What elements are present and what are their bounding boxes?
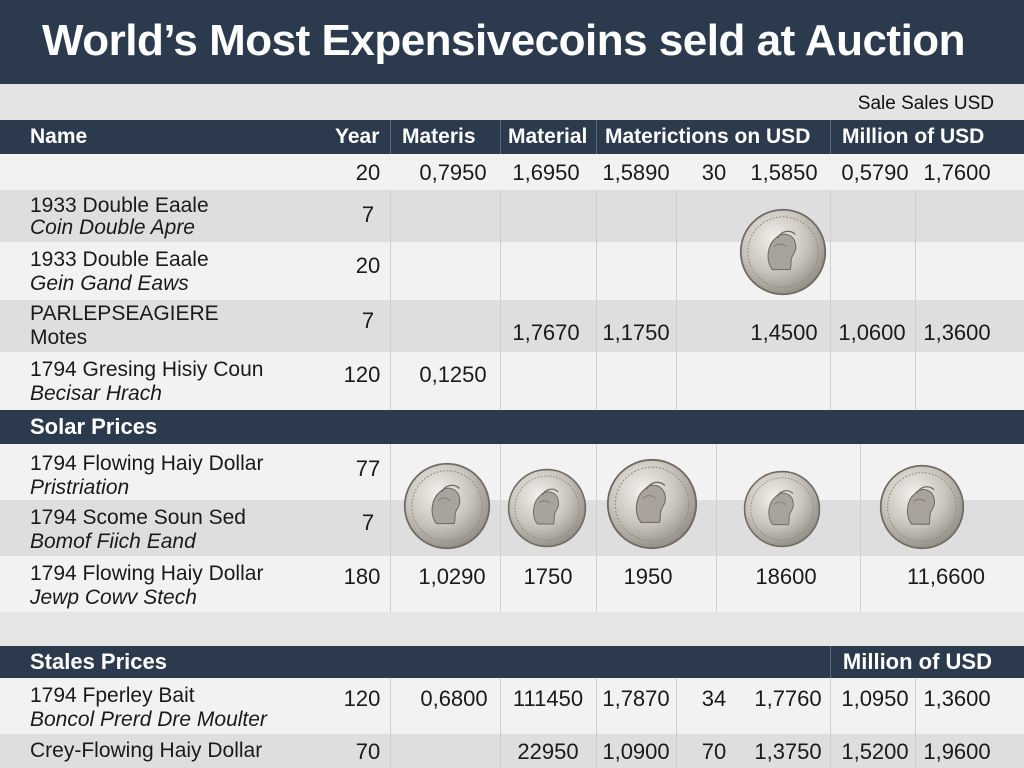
coin-name: 1794 Fperley Bait xyxy=(30,684,195,707)
col-million: Million of USD xyxy=(842,125,985,148)
cell: 11,6600 xyxy=(907,564,985,589)
section-label: Stales Prices xyxy=(30,649,167,674)
row-year: 120 xyxy=(343,362,381,387)
cell: 30 xyxy=(701,160,727,185)
coin-sub: Jewp Cowv Stech xyxy=(30,586,197,609)
cell: 1,3600 xyxy=(923,686,991,711)
cell: 18600 xyxy=(755,564,817,589)
cell: 1,5890 xyxy=(602,160,670,185)
cell: 1,6950 xyxy=(512,160,580,185)
coin-icon xyxy=(879,464,965,550)
coin-name: 1794 Flowing Haiy Dollar xyxy=(30,452,264,475)
title-bar: World’s Most Expensivecoins seld at Auct… xyxy=(0,0,1024,84)
cell: 1,5200 xyxy=(841,739,909,764)
table-row: 1794 Gresing Hisiy Coun Becisar Hrach 12… xyxy=(0,352,1024,410)
coin-icon xyxy=(507,468,587,548)
coin-icon xyxy=(606,458,698,550)
col-year: Year xyxy=(335,125,380,148)
cell: 1,9600 xyxy=(923,739,991,764)
coin-name: PARLEPSEAGIERE xyxy=(30,302,219,325)
spacer-row xyxy=(0,612,1024,646)
table-row: 1933 Double Eaale Coin Double Apre 7 xyxy=(0,190,1024,242)
col-matericti: Matericti­ons on USD xyxy=(605,125,811,148)
row-year: 7 xyxy=(361,308,375,333)
row-year: 180 xyxy=(343,564,381,589)
cell: 1,0900 xyxy=(602,739,670,764)
table-row: 1794 Fperley Bait Boncol Prerd Dre Moult… xyxy=(0,678,1024,734)
cell: 1,3600 xyxy=(923,320,991,345)
cell: 22950 xyxy=(517,739,579,764)
cell: 1,7670 xyxy=(512,320,580,345)
row-year: 20 xyxy=(355,160,381,185)
table-row: 1794 Flowing Haiy Dollar Jewp Cowv Stech… xyxy=(0,556,1024,612)
col-material: Material xyxy=(508,125,588,148)
coin-name: Crey-Flowing Haiy Dollar xyxy=(30,739,263,762)
coin-name: 1794 Scome Soun Sed xyxy=(30,506,246,529)
cell: 0,7950 xyxy=(419,160,487,185)
coin-name: 1933 Double Eaale xyxy=(30,248,209,271)
col-name: Name xyxy=(30,125,88,148)
table-row: 1933 Double Eaale Gein Gand Eaws 20 xyxy=(0,242,1024,300)
page-title: World’s Most Expensivecoins seld at Auct… xyxy=(42,16,966,65)
cell: 1,7600 xyxy=(923,160,991,185)
col-materis: Materis xyxy=(402,125,476,148)
cell: 1,4500 xyxy=(750,320,818,345)
table-row: Crey-Flowing Haiy Dollar 70 22950 1,0900… xyxy=(0,734,1024,768)
cell: 1,1750 xyxy=(602,320,670,345)
cell: 1,3750 xyxy=(754,739,822,764)
section-solar-prices: Solar Prices xyxy=(0,410,1024,444)
coin-icon xyxy=(743,470,821,548)
column-header: Name Year Materis Material Matericti­ons… xyxy=(0,120,1024,154)
coin-sub: Becisar Hrach xyxy=(30,382,162,405)
cell: 0,1250 xyxy=(419,362,487,387)
note-strip: Sale Sales USD xyxy=(0,84,1024,120)
row-year: 7 xyxy=(361,510,375,535)
cell: 1,0950 xyxy=(841,686,909,711)
table-row: 20 0,7950 1,6950 1,5890 30 1,5850 0,5790… xyxy=(0,154,1024,190)
row-year: 20 xyxy=(355,253,381,278)
table-row: PARLEPSEAGIERE Motes 7 1,7670 1,1750 1,4… xyxy=(0,300,1024,352)
section-stales-prices: Stales Prices Million of USD xyxy=(0,646,1024,678)
cell: 0,5790 xyxy=(841,160,909,185)
cell: 1,0600 xyxy=(838,320,906,345)
row-year: 120 xyxy=(343,686,381,711)
sales-note: Sale Sales USD xyxy=(857,93,994,114)
row-year: 7 xyxy=(361,202,375,227)
coin-name: 1794 Gresing Hisiy Coun xyxy=(30,358,264,381)
row-year: 70 xyxy=(355,739,381,764)
cell: 1750 xyxy=(523,564,573,589)
cell: 1,7760 xyxy=(754,686,822,711)
coin-icon xyxy=(403,462,491,550)
coin-name: 1933 Double Eaale xyxy=(30,194,209,217)
coin-icon xyxy=(739,208,827,296)
row-year: 77 xyxy=(355,456,381,481)
coin-name: 1794 Flowing Haiy Dollar xyxy=(30,562,264,585)
cell: 111450 xyxy=(512,686,584,711)
coin-sub: Coin Double Apre xyxy=(30,216,195,239)
cell: 34 xyxy=(701,686,727,711)
coin-sub: Bomof Fiich Eand xyxy=(30,530,196,553)
cell: 1,0290 xyxy=(418,564,486,589)
cell: 1950 xyxy=(623,564,673,589)
cell: 1,7870 xyxy=(602,686,670,711)
section-right-label: Million of USD xyxy=(842,649,992,674)
cell: 1,5850 xyxy=(750,160,818,185)
section-label: Solar Prices xyxy=(30,414,158,439)
coin-sub: Motes xyxy=(30,326,88,349)
coin-sub: Boncol Prerd Dre Moulter xyxy=(30,708,267,731)
coin-sub: Pristriation xyxy=(30,476,130,499)
cell: 70 xyxy=(701,739,727,764)
coin-sub: Gein Gand Eaws xyxy=(30,272,189,295)
cell: 0,6800 xyxy=(420,686,488,711)
